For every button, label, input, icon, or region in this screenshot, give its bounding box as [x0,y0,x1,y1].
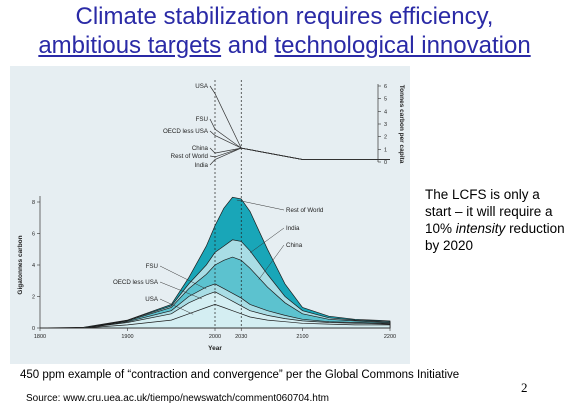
percapita-tick-label-0: 0 [384,160,387,166]
y-axis-title: Gigatonnes carbon [17,235,24,294]
area-label-rest-of-world: Rest of World [286,207,324,214]
slide-title-line-2: ambitious targets and technological inno… [0,32,569,60]
title-technological-innovation: technological innovation [274,32,531,59]
y-tick-label-4: 4 [32,263,35,269]
leader-line-fsu [159,265,207,290]
lcfs-note-part-2: reduction by 2020 [425,221,565,253]
title-and: and [221,32,275,59]
y-tick-label-2: 2 [32,295,35,301]
y-tick-label-8: 8 [32,200,35,206]
percapita-line-india [209,147,390,166]
x-tick-label-1800: 1800 [34,334,46,340]
x-axis-title: Year [208,345,222,352]
percapita-label-oecd-less-usa: OECD less USA [163,128,209,135]
x-tick-label-1900: 1900 [121,334,133,340]
x-tick-label-2000: 2000 [209,334,221,340]
x-tick-label-2100: 2100 [296,334,308,340]
area-label-india: India [286,225,300,232]
leader-line-rest-of-world [236,199,285,211]
y-tick-label-0: 0 [32,326,35,332]
page-number: 2 [521,380,528,395]
title-ambitious-targets: ambitious targets [38,32,222,59]
percapita-label-india: India [195,162,209,169]
percapita-tick-label-1: 1 [384,147,387,153]
y-tick-label-6: 6 [32,232,35,238]
lcfs-note-part-1: The LCFS is only a start – it will requi… [425,187,553,236]
leader-line-india [249,227,285,254]
source-citation: Source: www.cru.uea.ac.uk/tiempo/newswat… [26,393,329,404]
area-label-oecd-less-usa: OECD less USA [113,279,159,286]
leader-line-china [258,244,285,280]
percapita-label-china: China [192,145,209,152]
emissions-chart: 0 2 4 6 8 1800 1900 2000 2030 2100 2200 Year Gigaton… [17,80,405,352]
lcfs-note: The LCFS is only a start – it will requi… [425,186,565,254]
percapita-label-usa: USA [195,83,209,90]
area-label-usa: USA [145,296,159,303]
emissions-figure: 0 2 4 6 8 1800 1900 2000 2030 2100 2200 Year Gigaton… [10,66,410,364]
leader-line-oecd-less-usa [159,281,202,300]
percapita-tick-label-6: 6 [384,84,387,90]
lcfs-note-intensity: intensity [455,221,506,236]
percapita-line-usa [209,85,390,160]
area-label-fsu: FSU [146,263,158,270]
leader-line-usa [159,298,194,315]
percapita-tick-label-2: 2 [384,135,387,141]
x-tick-label-2030: 2030 [235,334,247,340]
figure-caption: 450 ppm example of “contraction and conv… [20,369,460,381]
x-tick-label-2200: 2200 [384,334,396,340]
slide-title-line-1: Climate stabilization requires efficienc… [75,3,494,30]
percapita-tick-label-4: 4 [384,109,387,115]
percapita-label-rest-of-world: Rest of World [171,153,209,160]
area-label-china: China [286,242,303,249]
percapita-tick-label-3: 3 [384,122,387,128]
percapita-axis-title: Tonnes carbon per capita [398,85,405,164]
percapita-tick-label-5: 5 [384,97,387,103]
percapita-label-fsu: FSU [196,116,208,123]
